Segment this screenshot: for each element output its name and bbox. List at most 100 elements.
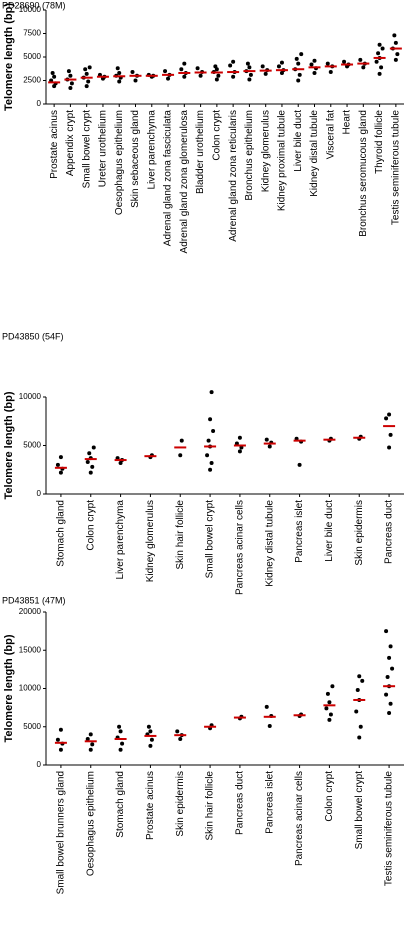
y-tick-label: 10000 bbox=[19, 5, 42, 14]
data-point bbox=[276, 64, 281, 69]
data-point bbox=[377, 71, 382, 76]
data-point bbox=[117, 724, 122, 729]
data-point bbox=[376, 51, 381, 56]
data-point bbox=[120, 741, 125, 746]
data-point bbox=[206, 438, 211, 443]
data-point bbox=[117, 79, 122, 84]
data-point bbox=[388, 644, 393, 649]
x-tick-label: Adrenal gland zona fasciculata bbox=[163, 110, 174, 247]
data-point bbox=[388, 432, 393, 437]
data-point bbox=[178, 736, 183, 741]
x-tick-label: Pancreas acinar cells bbox=[294, 771, 305, 866]
data-point bbox=[118, 747, 123, 752]
data-point bbox=[377, 42, 382, 47]
data-point bbox=[115, 66, 120, 71]
data-point bbox=[214, 77, 219, 82]
data-point bbox=[267, 444, 272, 449]
data-point bbox=[357, 674, 362, 679]
x-tick-label: Small bowel crypt bbox=[81, 110, 92, 189]
data-point bbox=[357, 735, 362, 740]
y-axis-label: Telomere length (bp) bbox=[3, 634, 15, 742]
x-tick-label: Liver bile duct bbox=[293, 110, 304, 172]
x-tick-label: Liver parenchyma bbox=[115, 500, 126, 580]
data-point bbox=[66, 69, 71, 74]
data-point bbox=[231, 74, 236, 79]
x-tick-label: Skin epidermis bbox=[354, 500, 365, 566]
data-point bbox=[342, 59, 347, 64]
x-tick-label: Small bowel crypt bbox=[205, 500, 216, 579]
data-point bbox=[163, 69, 168, 74]
data-point bbox=[328, 712, 333, 717]
x-tick-label: Ureter urothelium bbox=[98, 110, 109, 187]
data-point bbox=[133, 78, 138, 83]
data-point bbox=[231, 59, 236, 64]
x-tick-label: Adrenal gland zona glomerulosa bbox=[179, 110, 190, 254]
data-point bbox=[330, 684, 335, 689]
data-point bbox=[91, 445, 96, 450]
data-point bbox=[325, 61, 330, 66]
data-point bbox=[58, 727, 63, 732]
y-tick-label: 5000 bbox=[23, 52, 41, 61]
x-tick-label: Liver parenchyma bbox=[146, 110, 157, 190]
chart-title: PD43851 (47M) bbox=[2, 595, 66, 605]
y-tick-label: 2500 bbox=[23, 76, 41, 85]
data-point bbox=[294, 56, 299, 61]
data-point bbox=[130, 70, 135, 75]
data-point bbox=[296, 78, 301, 83]
y-tick-label: 20000 bbox=[19, 607, 42, 616]
data-point bbox=[166, 76, 171, 81]
x-tick-label: Appendix crypt bbox=[65, 110, 76, 176]
x-tick-label: Pancreas islet bbox=[294, 500, 305, 563]
data-point bbox=[69, 81, 74, 86]
data-point bbox=[324, 706, 329, 711]
y-tick-label: 0 bbox=[37, 489, 42, 498]
data-point bbox=[327, 700, 332, 705]
data-point bbox=[354, 709, 359, 714]
data-point bbox=[247, 77, 252, 82]
data-point bbox=[390, 666, 395, 671]
data-point bbox=[68, 86, 73, 91]
x-tick-label: Prostate acinus bbox=[49, 110, 60, 179]
y-tick-label: 0 bbox=[37, 760, 42, 769]
data-point bbox=[245, 61, 250, 66]
data-point bbox=[84, 84, 89, 89]
data-point bbox=[146, 724, 151, 729]
data-point bbox=[213, 64, 218, 69]
data-point bbox=[209, 460, 214, 465]
data-point bbox=[297, 72, 302, 77]
x-tick-label: Colon crypt bbox=[324, 771, 335, 822]
x-tick-label: Kidney distal tubule bbox=[264, 500, 275, 587]
data-point bbox=[148, 743, 153, 748]
x-tick-label: Pancreas acinar cells bbox=[235, 500, 246, 595]
x-tick-label: Liver bile duct bbox=[324, 500, 335, 562]
data-point bbox=[85, 459, 90, 464]
data-point bbox=[296, 61, 301, 66]
data-point bbox=[50, 70, 55, 75]
x-tick-label: Oesophagus epithelium bbox=[85, 771, 96, 876]
data-point bbox=[384, 692, 389, 697]
x-tick-label: Prostate acinus bbox=[145, 771, 156, 840]
x-tick-label: Heart bbox=[342, 110, 353, 135]
data-point bbox=[68, 73, 73, 78]
data-point bbox=[208, 417, 213, 422]
data-point bbox=[209, 390, 214, 395]
data-point bbox=[182, 74, 187, 79]
x-tick-label: Bronchus seromucous gland bbox=[358, 110, 369, 237]
data-point bbox=[58, 455, 63, 460]
data-point bbox=[55, 737, 60, 742]
x-tick-label: Small bowel brunners gland bbox=[56, 771, 67, 894]
data-point bbox=[395, 52, 400, 57]
x-tick-label: Adrenal gland zona reticularis bbox=[228, 110, 239, 242]
x-tick-label: Colon crypt bbox=[85, 500, 96, 551]
x-tick-label: Bladder urothelium bbox=[195, 110, 206, 194]
x-tick-label: Pancreas duct bbox=[235, 771, 246, 835]
x-tick-label: Testis seminiferous tubule bbox=[391, 110, 402, 225]
data-point bbox=[195, 66, 200, 71]
data-point bbox=[55, 462, 60, 467]
data-point bbox=[205, 453, 210, 458]
x-tick-label: Skin epidermis bbox=[175, 771, 186, 837]
data-point bbox=[52, 74, 57, 79]
data-point bbox=[198, 73, 203, 78]
y-tick-label: 10000 bbox=[19, 392, 42, 401]
y-tick-label: 15000 bbox=[19, 645, 42, 654]
